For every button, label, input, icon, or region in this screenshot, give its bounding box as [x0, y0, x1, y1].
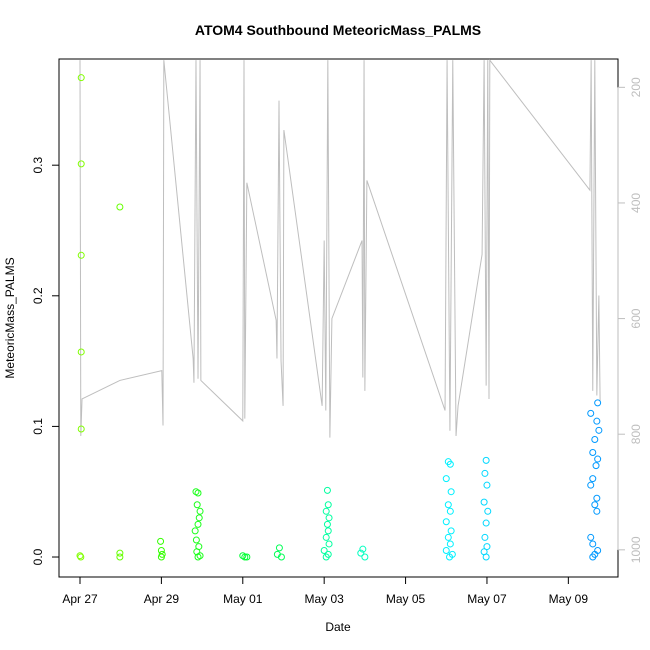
x-tick-label: Apr 29	[144, 592, 180, 606]
point	[446, 553, 454, 561]
point	[483, 481, 491, 489]
point	[157, 537, 165, 545]
point	[593, 494, 601, 502]
point	[589, 540, 597, 548]
point	[483, 543, 491, 551]
chart-title: ATOM4 Southbound MeteoricMass_PALMS	[195, 22, 481, 38]
y-tick-label: 0.2	[31, 287, 45, 304]
point	[195, 514, 203, 522]
point	[194, 553, 202, 561]
point	[357, 549, 365, 557]
y2-tick-label: 800	[629, 424, 643, 444]
point	[77, 251, 85, 259]
point	[589, 449, 597, 457]
point	[275, 544, 283, 552]
point	[116, 203, 124, 211]
point	[592, 462, 600, 470]
point	[587, 533, 595, 541]
point	[480, 498, 488, 506]
point	[277, 553, 285, 561]
point	[593, 507, 601, 515]
point	[481, 469, 489, 477]
point	[359, 545, 367, 553]
point	[157, 546, 165, 554]
point	[589, 553, 597, 561]
point	[594, 455, 602, 463]
point	[194, 520, 202, 528]
point	[444, 501, 452, 509]
point	[324, 527, 332, 535]
point	[194, 489, 202, 497]
x-tick-label: May 01	[223, 592, 263, 606]
point	[446, 540, 454, 548]
point	[444, 533, 452, 541]
point	[587, 481, 595, 489]
point	[446, 460, 454, 468]
point	[116, 553, 124, 561]
point	[191, 527, 199, 535]
point	[325, 514, 333, 522]
point	[591, 501, 599, 509]
altitude-line	[79, 58, 601, 438]
point	[325, 540, 333, 548]
y2-tick-label: 400	[629, 193, 643, 213]
point	[589, 475, 597, 483]
y-axis-label: MeteoricMass_PALMS	[3, 257, 17, 378]
point	[77, 74, 85, 82]
point	[157, 553, 165, 561]
plot-frame	[58, 58, 619, 578]
point	[76, 552, 84, 560]
point	[193, 501, 201, 509]
point	[591, 435, 599, 443]
point	[320, 546, 328, 554]
point	[587, 409, 595, 417]
y2-tick-label: 200	[629, 77, 643, 97]
point	[594, 399, 602, 407]
point	[442, 518, 450, 526]
point	[322, 533, 330, 541]
y-tick-label: 0.0	[31, 548, 45, 565]
y-tick-label: 0.1	[31, 418, 45, 435]
x-tick-label: May 03	[304, 592, 344, 606]
point	[77, 160, 85, 168]
x-tick-label: May 09	[549, 592, 589, 606]
point	[447, 527, 455, 535]
point	[482, 456, 490, 464]
x-axis-label: Date	[325, 620, 351, 634]
point	[446, 507, 454, 515]
point	[442, 546, 450, 554]
point	[481, 533, 489, 541]
point	[192, 536, 200, 544]
point	[322, 553, 330, 561]
point	[241, 553, 249, 561]
point	[482, 553, 490, 561]
y2-tick-label: 1000	[629, 536, 643, 563]
point	[595, 426, 603, 434]
point	[116, 549, 124, 557]
y-tick-label: 0.3	[31, 157, 45, 174]
point	[447, 488, 455, 496]
point	[323, 486, 331, 494]
x-tick-label: Apr 27	[62, 592, 98, 606]
point	[77, 425, 85, 433]
point	[322, 507, 330, 515]
point	[77, 348, 85, 356]
x-tick-label: May 05	[386, 592, 426, 606]
y2-tick-label: 600	[629, 308, 643, 328]
point	[196, 507, 204, 515]
point	[593, 417, 601, 425]
point	[442, 475, 450, 483]
point	[482, 519, 490, 527]
point	[243, 553, 251, 561]
point	[361, 553, 369, 561]
point	[77, 553, 85, 561]
point	[324, 501, 332, 509]
point	[323, 520, 331, 528]
point	[484, 507, 492, 515]
x-tick-label: May 07	[467, 592, 507, 606]
